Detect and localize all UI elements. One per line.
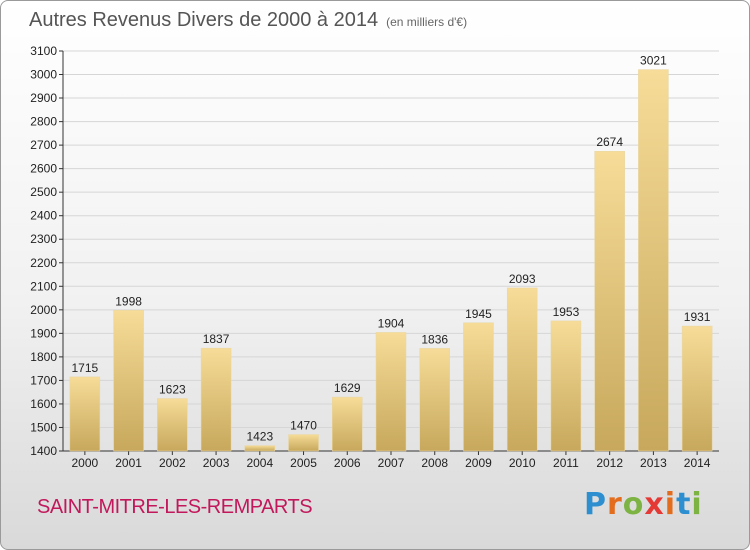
y-tick-label: 2700 xyxy=(30,138,57,152)
x-tick-labels: 2000 2001 2002 2003 2004 2005 2006 2007 2008 2009… xyxy=(72,456,711,470)
data-label-2012: 2674 xyxy=(596,135,623,149)
y-tick-label: 2400 xyxy=(30,209,57,223)
bar-2007 xyxy=(375,332,407,452)
y-tick-label: 1700 xyxy=(30,373,57,387)
x-tick-label-2007: 2007 xyxy=(378,456,405,470)
data-label-2005: 1470 xyxy=(290,419,317,433)
proxiti-logo: Proxiti xyxy=(584,487,703,522)
y-tick-label: 2200 xyxy=(30,256,57,270)
y-tick-label: 2000 xyxy=(30,303,57,317)
x-tick-label-2008: 2008 xyxy=(421,456,448,470)
x-tick-label-2006: 2006 xyxy=(334,456,361,470)
bar-2005 xyxy=(288,434,319,452)
bar-2002 xyxy=(157,398,188,452)
x-tick-label-2009: 2009 xyxy=(465,456,492,470)
x-tick-label-2010: 2010 xyxy=(509,456,536,470)
data-label-2002: 1623 xyxy=(159,383,186,397)
y-tick-label: 2300 xyxy=(30,232,57,246)
y-tick-label: 1800 xyxy=(30,350,57,364)
y-tick-label: 3100 xyxy=(30,44,57,58)
y-tick-label: 1400 xyxy=(30,444,57,458)
bar-2012 xyxy=(594,150,625,452)
y-tick-label: 3000 xyxy=(30,68,57,82)
y-tick-label: 2800 xyxy=(30,115,57,129)
x-tick-label-2001: 2001 xyxy=(115,456,142,470)
x-tick-label-2004: 2004 xyxy=(246,456,273,470)
x-tick-label-2000: 2000 xyxy=(72,456,99,470)
x-tick-label-2005: 2005 xyxy=(290,456,317,470)
data-label-2003: 1837 xyxy=(203,332,230,346)
data-label-2001: 1998 xyxy=(115,294,142,308)
title-text: Autres Revenus Divers de 2000 à 2014 xyxy=(29,9,379,31)
bar-2003 xyxy=(200,347,232,452)
y-tick-label: 2900 xyxy=(30,91,57,105)
data-label-2007: 1904 xyxy=(378,316,405,330)
y-tick-labels: 1400 1500 1600 1700 1800 1900 2000 2100 2200 2300… xyxy=(30,44,57,458)
y-tick-label: 2600 xyxy=(30,162,57,176)
data-label-2014: 1931 xyxy=(684,310,711,324)
bar-2004 xyxy=(244,445,276,452)
y-tick-label: 2500 xyxy=(30,185,57,199)
x-tick-label-2002: 2002 xyxy=(159,456,186,470)
x-tick-label-2013: 2013 xyxy=(640,456,667,470)
x-tick-label-2011: 2011 xyxy=(553,456,579,470)
y-tick-label: 1600 xyxy=(30,397,57,411)
bars xyxy=(69,69,713,452)
bar-2006 xyxy=(332,396,363,452)
x-tick-label-2014: 2014 xyxy=(684,456,711,470)
data-label-2013: 3021 xyxy=(640,54,667,68)
y-tick-label: 1500 xyxy=(30,420,57,434)
bar-2014 xyxy=(681,325,713,452)
data-label-2010: 2093 xyxy=(509,272,536,286)
data-label-2000: 1715 xyxy=(72,361,99,375)
data-label-2006: 1629 xyxy=(334,381,361,395)
data-label-2011: 1953 xyxy=(553,305,580,319)
bar-2011 xyxy=(550,320,582,452)
unit-note: (en milliers d'€) xyxy=(386,15,468,29)
data-label-2009: 1945 xyxy=(465,307,492,321)
bar-2013 xyxy=(638,69,669,452)
bar-2000 xyxy=(69,376,101,452)
y-tick-label: 2100 xyxy=(30,279,57,293)
data-label-2008: 1836 xyxy=(421,332,448,346)
city-name: SAINT-MITRE-LES-REMPARTS xyxy=(37,496,313,518)
bar-2010 xyxy=(506,287,538,452)
bar-2001 xyxy=(113,310,144,452)
chart-title: Autres Revenus Divers de 2000 à 2014 (en … xyxy=(29,9,467,32)
x-tick-label-2003: 2003 xyxy=(203,456,230,470)
data-label-2004: 1423 xyxy=(246,430,273,444)
bar-2009 xyxy=(463,322,494,452)
x-tick-label-2012: 2012 xyxy=(596,456,623,470)
data-labels: 1715 1998 1623 1837 1423 1470 1629 1904 1836 1945… xyxy=(72,54,711,444)
bar-2008 xyxy=(419,348,450,452)
y-tick-label: 1900 xyxy=(30,326,57,340)
